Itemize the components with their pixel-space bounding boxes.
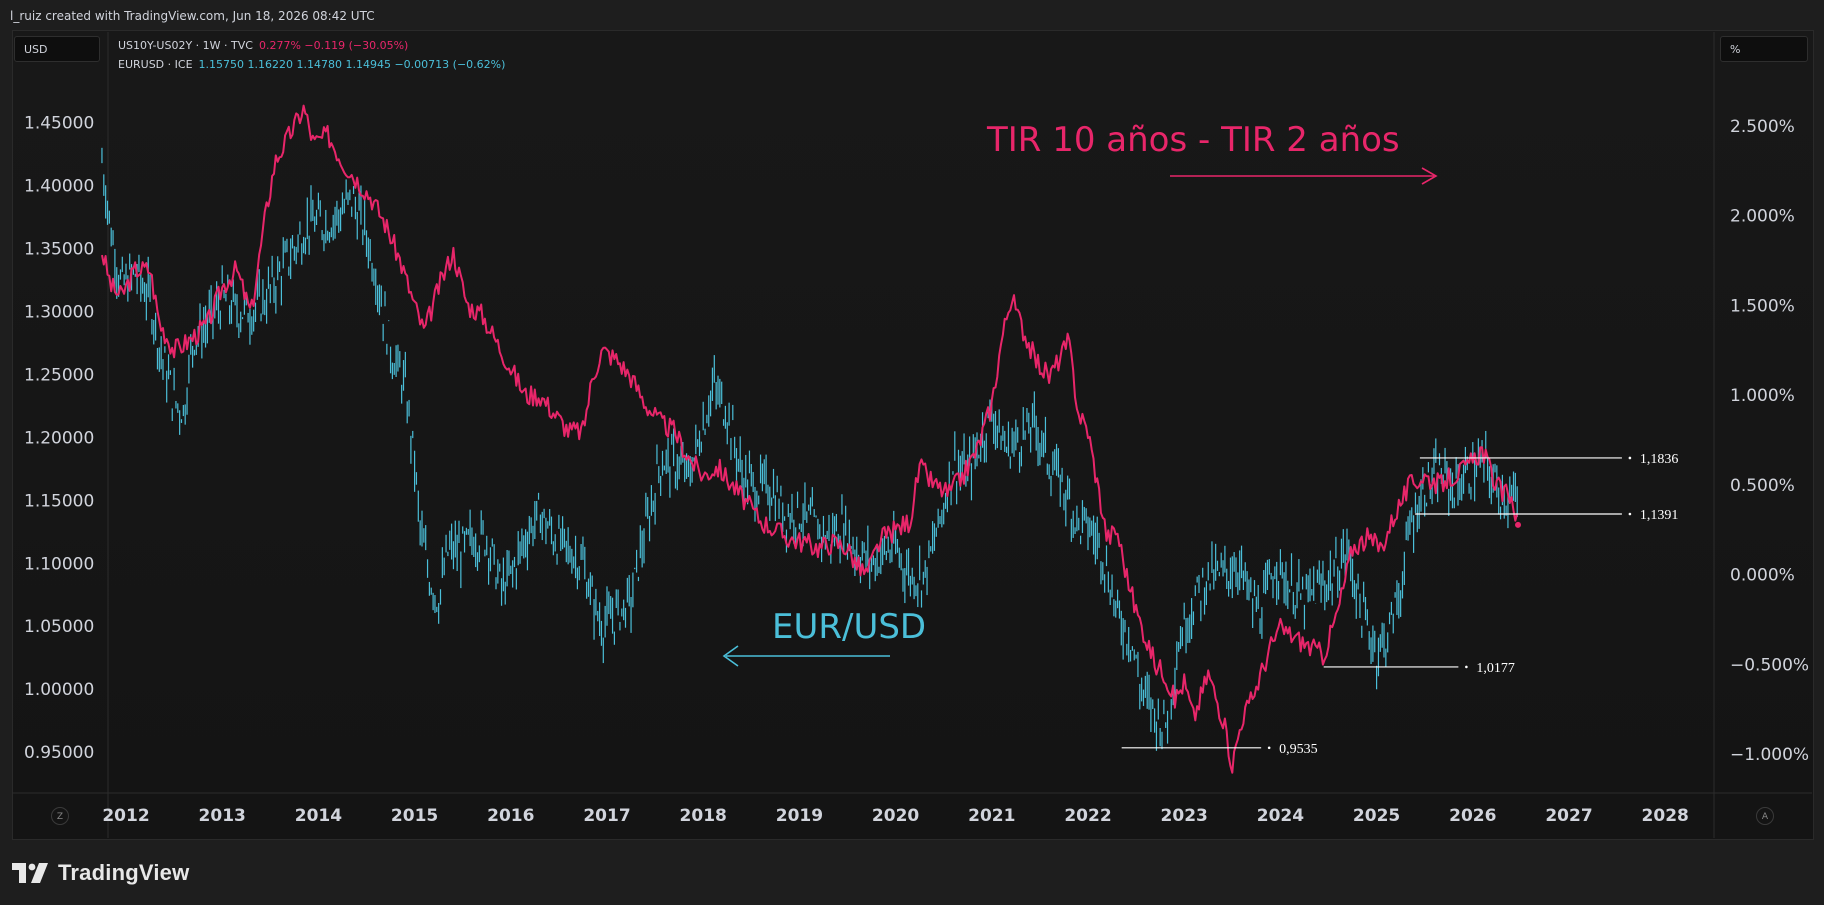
right-axis-tick-label: 1.000% bbox=[1730, 386, 1795, 406]
attribution-text: l_ruiz created with TradingView.com, Jun… bbox=[10, 9, 375, 23]
eurusd-series[interactable] bbox=[101, 147, 1518, 751]
right-unit-box[interactable]: % bbox=[1720, 36, 1808, 62]
right-axis-tick-label: 1.500% bbox=[1730, 296, 1795, 316]
left-axis-tick-label: 1.20000 bbox=[24, 428, 94, 448]
tradingview-logo[interactable]: TradingView bbox=[12, 858, 189, 888]
right-axis-tick-label: 0.500% bbox=[1730, 476, 1795, 496]
legend-spread-symbol: US10Y-US02Y · 1W · TVC bbox=[118, 39, 253, 52]
spread-annotation-label: TIR 10 años - TIR 2 años bbox=[986, 120, 1400, 160]
auto-scale-button[interactable]: A bbox=[1756, 807, 1774, 825]
tradingview-brand: TradingView bbox=[58, 860, 190, 885]
x-axis-tick-label: 2013 bbox=[199, 806, 246, 826]
legend-eurusd[interactable]: EURUSD · ICE 1.15750 1.16220 1.14780 1.14… bbox=[118, 58, 511, 71]
x-axis-tick-label: 2024 bbox=[1257, 806, 1304, 826]
left-axis-tick-label: 1.15000 bbox=[24, 491, 94, 511]
level-label: 0,9535 bbox=[1279, 742, 1318, 757]
left-axis-tick-label: 1.45000 bbox=[24, 113, 94, 133]
x-axis-tick-label: 2019 bbox=[776, 806, 823, 826]
x-axis-tick-label: 2025 bbox=[1353, 806, 1400, 826]
level-dot bbox=[1628, 456, 1632, 460]
x-axis-tick-label: 2018 bbox=[680, 806, 727, 826]
level-dot bbox=[1267, 746, 1271, 750]
legend-spread[interactable]: US10Y-US02Y · 1W · TVC 0.277% −0.119 (−30… bbox=[118, 39, 414, 52]
right-axis-tick-label: 2.000% bbox=[1730, 207, 1795, 227]
spread-last-point bbox=[1515, 521, 1522, 528]
left-axis-tick-label: 1.25000 bbox=[24, 365, 94, 385]
x-axis-tick-label: 2026 bbox=[1449, 806, 1496, 826]
zoom-reset-label: Z bbox=[56, 812, 64, 822]
left-axis-tick-label: 1.40000 bbox=[24, 176, 94, 196]
x-axis-tick-label: 2023 bbox=[1161, 806, 1208, 826]
legend-spread-values: 0.277% −0.119 (−30.05%) bbox=[258, 39, 409, 52]
spread-arrow-head bbox=[1421, 167, 1438, 185]
left-unit-label: USD bbox=[24, 43, 48, 56]
top-bar: l_ruiz created with TradingView.com, Jun… bbox=[0, 0, 1824, 30]
level-dot bbox=[1628, 512, 1632, 516]
right-axis-tick-label: −0.500% bbox=[1730, 655, 1809, 675]
right-axis-tick-label: 2.500% bbox=[1730, 117, 1795, 137]
level-label: 1,0177 bbox=[1476, 661, 1515, 676]
eurusd-annotation-label: EUR/USD bbox=[772, 607, 926, 647]
left-axis-tick-label: 1.30000 bbox=[24, 302, 94, 322]
legend-eurusd-symbol: EURUSD · ICE bbox=[118, 58, 193, 71]
x-axis-tick-label: 2020 bbox=[872, 806, 919, 826]
spread-series-line[interactable] bbox=[101, 104, 1519, 774]
x-axis-tick-label: 2028 bbox=[1642, 806, 1689, 826]
left-axis-tick-label: 0.95000 bbox=[24, 743, 94, 763]
left-axis-tick-label: 1.00000 bbox=[24, 680, 94, 700]
chart-frame bbox=[12, 30, 1814, 840]
x-axis-tick-label: 2015 bbox=[391, 806, 438, 826]
tradingview-logo-icon bbox=[12, 863, 48, 883]
x-axis-tick-label: 2017 bbox=[583, 806, 630, 826]
x-axis-tick-label: 2012 bbox=[102, 806, 149, 826]
x-axis-tick-label: 2021 bbox=[968, 806, 1015, 826]
level-label: 1,1836 bbox=[1640, 452, 1679, 467]
level-dot bbox=[1465, 665, 1468, 669]
x-axis-tick-label: 2027 bbox=[1545, 806, 1592, 826]
left-axis-tick-label: 1.05000 bbox=[24, 617, 94, 637]
left-unit-box[interactable]: USD bbox=[14, 36, 100, 62]
eurusd-arrow-head bbox=[722, 645, 739, 667]
x-axis-tick-label: 2014 bbox=[295, 806, 342, 826]
right-axis-tick-label: 0.000% bbox=[1730, 566, 1795, 586]
auto-scale-label: A bbox=[1761, 812, 1769, 822]
zoom-reset-button[interactable]: Z bbox=[51, 807, 69, 825]
x-axis-tick-label: 2016 bbox=[487, 806, 534, 826]
x-axis-tick-label: 2022 bbox=[1064, 806, 1111, 826]
legend-eurusd-values: 1.15750 1.16220 1.14780 1.14945 −0.00713… bbox=[198, 58, 506, 71]
left-axis-tick-label: 1.10000 bbox=[24, 554, 94, 574]
right-unit-label: % bbox=[1730, 43, 1741, 56]
level-label: 1,1391 bbox=[1640, 508, 1679, 523]
right-axis-tick-label: −1.000% bbox=[1730, 745, 1809, 765]
left-axis-tick-label: 1.35000 bbox=[24, 239, 94, 259]
